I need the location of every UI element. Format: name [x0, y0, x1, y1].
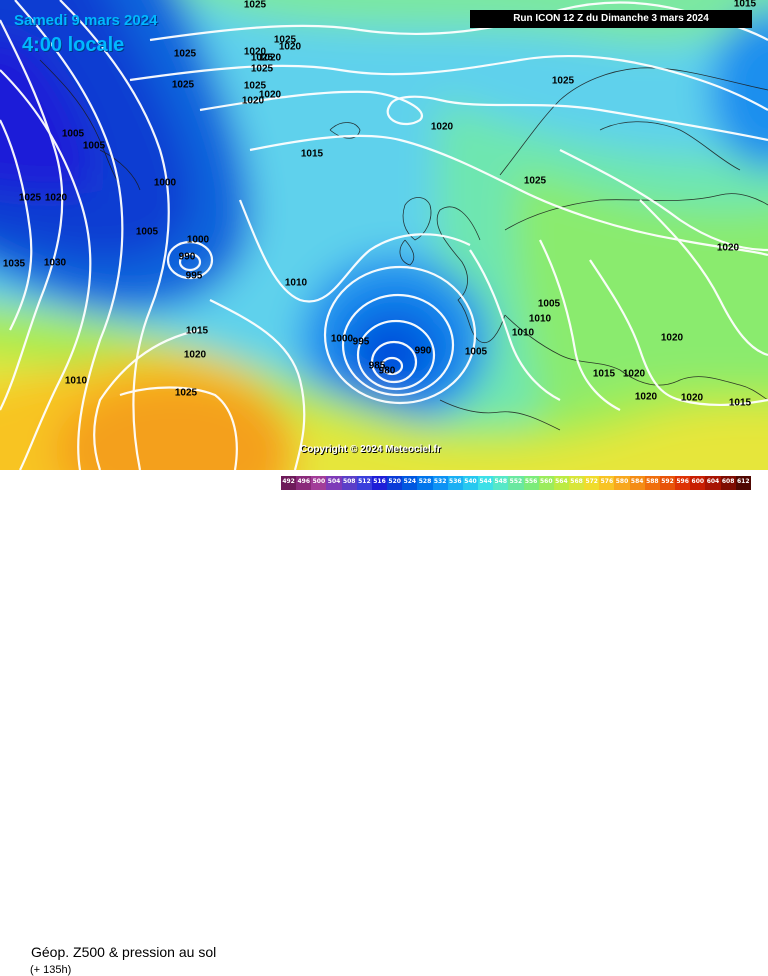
valid-date: Samedi 9 mars 2024 [14, 12, 158, 29]
scale-value: 492 [282, 478, 295, 485]
scale-value: 608 [721, 478, 735, 485]
isobar-lines [0, 0, 768, 470]
scale-value: 508 [342, 478, 356, 485]
weather-map [0, 0, 768, 470]
scale-value: 596 [676, 478, 689, 485]
scale-value: 532 [433, 478, 447, 485]
scale-value: 536 [449, 478, 462, 485]
color-swatch [675, 476, 691, 490]
scale-value: 544 [479, 478, 492, 485]
color-swatch [553, 476, 569, 490]
copyright: Copyright © 2024 Meteociel.fr [300, 444, 441, 455]
color-swatch [341, 476, 357, 490]
color-swatch [644, 476, 660, 490]
color-swatch [402, 476, 418, 490]
color-swatch [311, 476, 327, 490]
color-swatch [326, 476, 342, 490]
color-swatch [387, 476, 403, 490]
color-swatch [523, 476, 539, 490]
legend-title: Géop. Z500 & pression au sol [31, 944, 217, 960]
color-swatch [538, 476, 554, 490]
coastlines [39, 59, 768, 431]
color-swatch [690, 476, 706, 490]
scale-value: 572 [585, 478, 598, 485]
scale-value: 612 [737, 478, 750, 485]
color-swatch [599, 476, 615, 490]
color-swatch [296, 476, 312, 490]
scale-value: 520 [388, 478, 401, 485]
color-swatch [720, 476, 736, 490]
color-swatch [447, 476, 463, 490]
scale-value: 604 [706, 478, 720, 485]
scale-value: 556 [524, 478, 538, 485]
scale-value: 588 [646, 478, 659, 485]
scale-value: 504 [327, 478, 341, 485]
color-swatch [371, 476, 388, 490]
scale-value: 516 [373, 478, 386, 485]
color-swatch [478, 476, 494, 490]
legend-subtitle: (+ 135h) [30, 964, 72, 976]
scale-value: 524 [403, 478, 417, 485]
scale-value: 568 [570, 478, 583, 485]
color-swatch [584, 476, 600, 490]
color-swatch [735, 476, 751, 490]
scale-value: 592 [661, 478, 674, 485]
color-scale [281, 476, 751, 490]
color-scale-labels: 492 496 500 504 508 512 516 520 524 528 532 536 540 5… [281, 478, 751, 485]
scale-value: 500 [312, 478, 326, 485]
color-swatch [417, 476, 433, 490]
color-swatch [281, 476, 297, 490]
color-swatch [629, 476, 645, 490]
scale-value: 580 [615, 478, 629, 485]
scale-value: 576 [600, 478, 614, 485]
color-swatch [432, 476, 448, 490]
scale-value: 600 [691, 478, 705, 485]
color-swatch [462, 476, 479, 490]
scale-value: 548 [494, 478, 508, 485]
color-swatch [659, 476, 676, 490]
scale-value: 560 [539, 478, 553, 485]
color-swatch [568, 476, 585, 490]
scale-value: 528 [418, 478, 432, 485]
scale-value: 552 [509, 478, 523, 485]
color-swatch [493, 476, 509, 490]
color-swatch [705, 476, 721, 490]
valid-time: 4:00 locale [22, 34, 125, 56]
scale-value: 540 [464, 478, 477, 485]
scale-value: 496 [297, 478, 310, 485]
run-info: Run ICON 12 Z du Dimanche 3 mars 2024 [470, 10, 752, 28]
scale-value: 564 [555, 478, 568, 485]
scale-value: 584 [630, 478, 644, 485]
color-swatch [614, 476, 630, 490]
color-swatch [356, 476, 372, 490]
color-swatch [508, 476, 524, 490]
scale-value: 512 [358, 478, 371, 485]
